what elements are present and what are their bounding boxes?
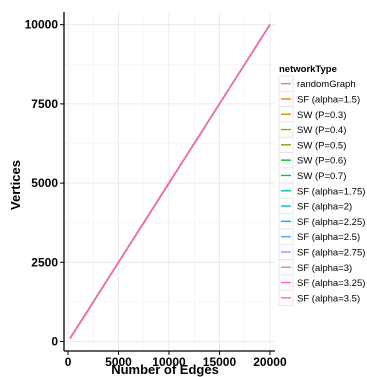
y-tick-label: 5000	[31, 176, 58, 190]
y-axis-title: Vertices	[8, 160, 23, 210]
y-tick-label: 0	[51, 334, 58, 348]
legend-label: SF (alpha=2)	[297, 202, 352, 213]
y-tick-label: 2500	[31, 255, 58, 269]
legend-label: randomGraph	[297, 79, 356, 90]
x-tick-label: 20000	[253, 355, 287, 369]
x-tick-label: 10000	[152, 355, 186, 369]
legend-label: SF (alpha=1.5)	[297, 94, 360, 105]
series-line	[69, 24, 271, 339]
x-axis-title: Number of Edges	[111, 362, 219, 377]
legend-label: SW (P=0.7)	[297, 171, 346, 182]
legend-label: SW (P=0.6)	[297, 156, 346, 167]
x-tick-label: 5000	[105, 355, 132, 369]
series-lines	[69, 24, 271, 339]
grid	[64, 12, 275, 351]
legend-label: SF (alpha=2.75)	[297, 247, 365, 258]
axes	[60, 12, 275, 355]
legend-label: SF (alpha=3.25)	[297, 278, 365, 289]
legend-label: SF (alpha=3)	[297, 263, 352, 274]
legend-title: networkType	[279, 64, 337, 75]
y-tick-label: 7500	[31, 97, 58, 111]
legend-label: SW (P=0.5)	[297, 140, 346, 151]
legend-label: SW (P=0.4)	[297, 125, 346, 136]
x-tick-label: 15000	[203, 355, 237, 369]
legend-label: SF (alpha=1.75)	[297, 186, 365, 197]
x-tick-label: 0	[65, 355, 72, 369]
legend-label: SW (P=0.3)	[297, 110, 346, 121]
legend-label: SF (alpha=2.25)	[297, 217, 365, 228]
y-tick-label: 10000	[25, 18, 59, 32]
tick-labels: 0 5000 10000 15000 20000 0 2500 5000 7500 10000	[25, 18, 287, 369]
legend: networkType randomGraph SF (alpha=1.5) SW …	[278, 64, 365, 306]
legend-label: SF (alpha=2.5)	[297, 232, 360, 243]
legend-label: SF (alpha=3.5)	[297, 293, 360, 304]
